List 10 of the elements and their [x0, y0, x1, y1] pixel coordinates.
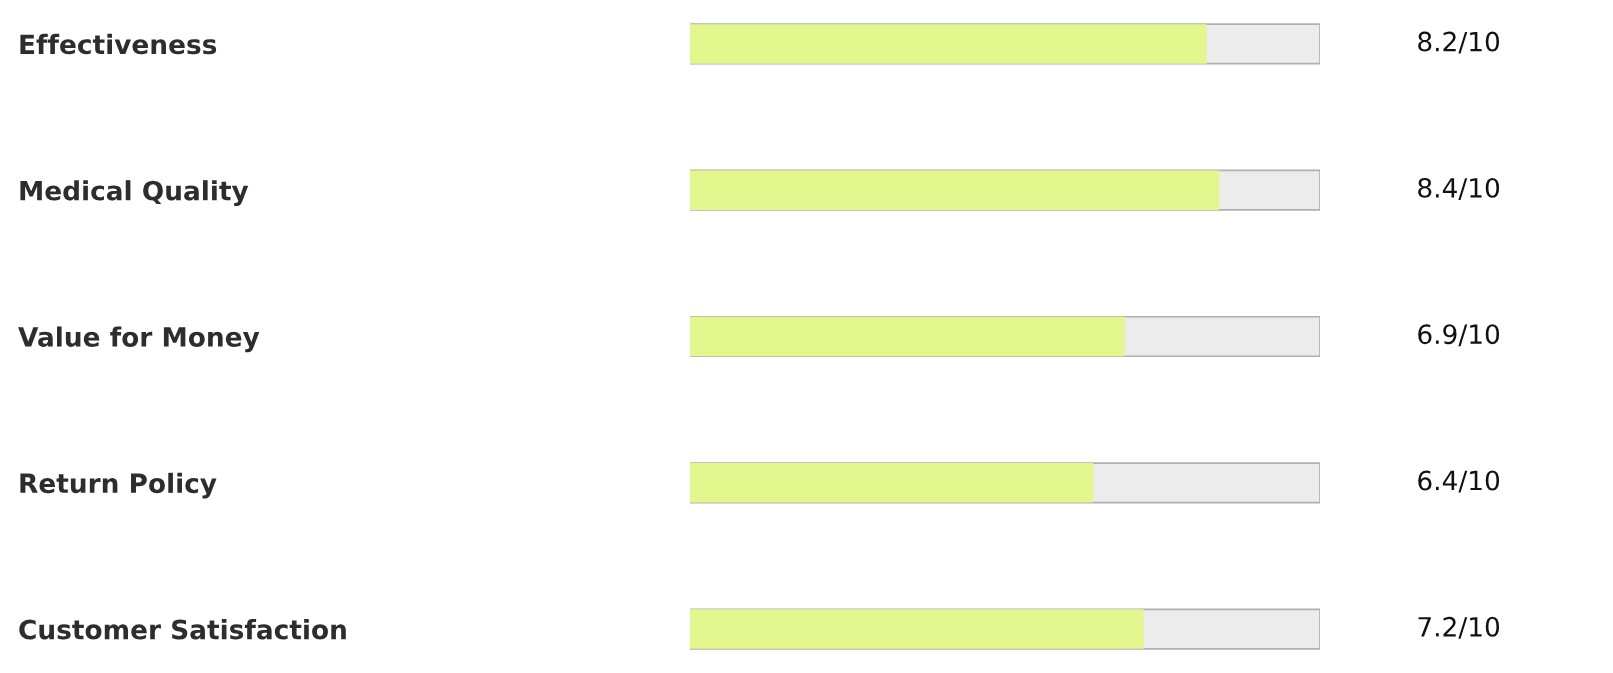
y-tick-label: Customer Satisfaction [19, 619, 346, 640]
y-tick-label: Effectiveness [20, 33, 217, 55]
data-label: 6.4/10 [1418, 470, 1500, 493]
y-tick-label: Return Policy [20, 472, 217, 499]
data-label: 8.4/10 [1418, 177, 1500, 200]
data-label: 7.2/10 [1418, 616, 1500, 639]
data-label: 8.2/10 [1418, 31, 1500, 54]
y-tick-label: Value for Money [18, 326, 260, 353]
y-tick-label: Medical Quality [20, 180, 249, 206]
data-label: 6.9/10 [1418, 324, 1500, 347]
